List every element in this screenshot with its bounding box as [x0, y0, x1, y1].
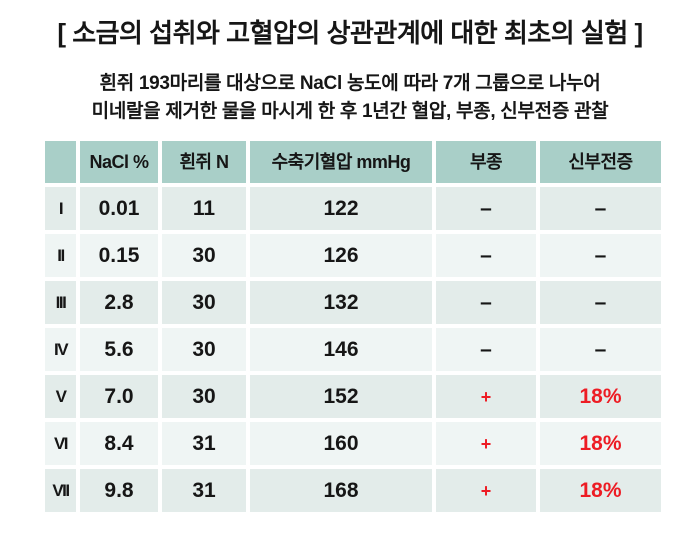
table-cell: 31 [162, 469, 246, 512]
table-cell: – [540, 187, 661, 230]
table-cell: 5.6 [80, 328, 158, 371]
table-cell: 122 [250, 187, 432, 230]
table-cell: 30 [162, 375, 246, 418]
table-cell: 2.8 [80, 281, 158, 324]
table-cell: 0.01 [80, 187, 158, 230]
table-cell: 168 [250, 469, 432, 512]
column-header-rat-count: 흰쥐 N [162, 141, 246, 183]
table-cell: 152 [250, 375, 432, 418]
row-group-label: VII [45, 469, 76, 512]
table-cell: – [540, 328, 661, 371]
row-group-label: VI [45, 422, 76, 465]
table-cell: – [540, 234, 661, 277]
column-header-group [45, 141, 76, 183]
experiment-table: NaCl % 흰쥐 N 수축기혈압 mmHg 부종 신부전증 I 0.01 11 12… [45, 141, 661, 512]
row-group-label: IV [45, 328, 76, 371]
table-cell: 146 [250, 328, 432, 371]
table-cell: 7.0 [80, 375, 158, 418]
column-header-edema: 부종 [436, 141, 536, 183]
table-cell: 31 [162, 422, 246, 465]
row-group-label: I [45, 187, 76, 230]
table-cell: + [436, 422, 536, 465]
table-cell: – [436, 281, 536, 324]
row-group-label: V [45, 375, 76, 418]
subtitle-line-1: 흰쥐 193마리를 대상으로 NaCl 농도에 따라 7개 그룹으로 나누어 [99, 73, 601, 94]
table-cell: 9.8 [80, 469, 158, 512]
subtitle-line-2: 미네랄을 제거한 물을 마시게 한 후 1년간 혈압, 부종, 신부전증 관찰 [91, 101, 609, 122]
table-cell: 8.4 [80, 422, 158, 465]
table-cell: – [436, 187, 536, 230]
table-cell: + [436, 469, 536, 512]
table-cell: 30 [162, 328, 246, 371]
table-cell: 0.15 [80, 234, 158, 277]
table-cell: 18% [540, 469, 661, 512]
slide-subtitle: 흰쥐 193마리를 대상으로 NaCl 농도에 따라 7개 그룹으로 나누어 미… [0, 70, 700, 126]
column-header-renal-failure: 신부전증 [540, 141, 661, 183]
row-group-label: II [45, 234, 76, 277]
table-cell: 11 [162, 187, 246, 230]
table-cell: 30 [162, 234, 246, 277]
table-cell: 30 [162, 281, 246, 324]
table-cell: 18% [540, 375, 661, 418]
table-cell: – [436, 328, 536, 371]
column-header-nacl: NaCl % [80, 141, 158, 183]
column-header-systolic-bp: 수축기혈압 mmHg [250, 141, 432, 183]
table-cell: – [436, 234, 536, 277]
table-cell: 132 [250, 281, 432, 324]
slide-title: [ 소금의 섭취와 고혈압의 상관관계에 대한 최초의 실험 ] [57, 18, 643, 48]
table-cell: + [436, 375, 536, 418]
table-cell: 126 [250, 234, 432, 277]
table-cell: 160 [250, 422, 432, 465]
row-group-label: III [45, 281, 76, 324]
table-cell: 18% [540, 422, 661, 465]
table-cell: – [540, 281, 661, 324]
